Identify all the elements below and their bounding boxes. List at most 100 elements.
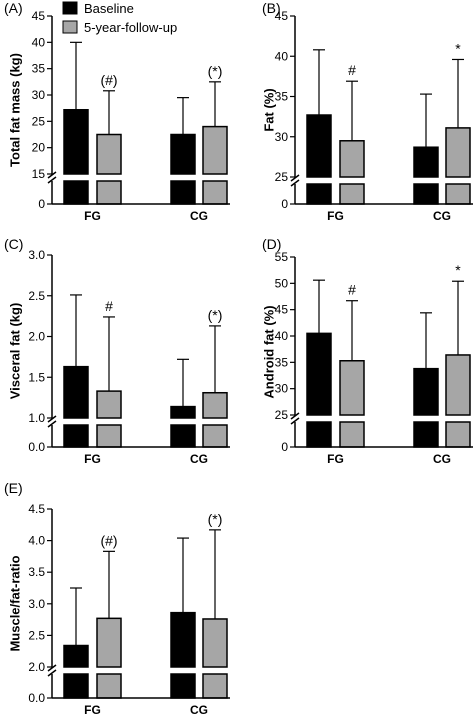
panel-b-y-tick-label: 35 [275, 90, 289, 104]
panel-c-cg-series2-bar [202, 391, 228, 419]
panel-d-x-tick-fg: FG [327, 452, 344, 466]
panel-d-fg-series1-bar-lower [306, 421, 332, 448]
panel-d-y-tick-label: 35 [275, 355, 289, 369]
panel-e-y-tick-label: 2.0 [28, 660, 45, 674]
panel-e-y-axis-label: Muscle/fat-ratio [7, 555, 22, 651]
panel-a-axis-break-top [47, 171, 57, 179]
panel-e-y-tick-label: 4.0 [28, 534, 45, 548]
panel-c-cg-series1-bar-lower [170, 424, 196, 448]
panel-c-y-tick-label: 2.5 [28, 289, 45, 303]
panel-b-fg-series1-bar-lower [306, 183, 332, 205]
panel-c-fg-series1-bar-lower [63, 424, 89, 448]
panel-d-axis-break-bottom [290, 417, 300, 425]
panel-a-y-tick-label: 20 [32, 141, 46, 155]
panel-a-y-tick-label: 45 [32, 9, 46, 23]
panel-c-label: (C) [4, 236, 23, 252]
panel-e-fg-series2-bar-lower [96, 673, 122, 699]
panel-e-y-tick-label-zero: 0.0 [28, 691, 45, 705]
panel-d-cg-series1-bar-lower [413, 421, 439, 448]
legend-swatch-2 [62, 20, 78, 34]
panel-b-cg-series2-bar [445, 127, 471, 178]
panel-c-axis-break-top [47, 415, 57, 423]
panel-b-y-tick-label: 45 [275, 9, 289, 23]
panel-b-x-tick-cg: CG [433, 209, 451, 223]
panel-c-fg-significance-marker: # [105, 298, 113, 314]
panel-c-y-tick-label: 1.0 [28, 411, 45, 425]
panel-e-fg-series1-bar [63, 644, 89, 668]
panel-a-fg-series1-bar-lower [63, 180, 89, 205]
panel-c-y-tick-label-zero: 0.0 [28, 440, 45, 454]
panel-a-cg-series1-bar-lower [170, 180, 196, 205]
panel-b-cg-series1-bar-lower [413, 183, 439, 205]
panel-d-x-tick-cg: CG [433, 452, 451, 466]
panel-d-axis-break-top [290, 412, 300, 420]
panel-a-y-tick-label-zero: 0 [38, 197, 45, 211]
panel-a-cg-series2-bar [202, 125, 228, 175]
panel-d-y-tick-label: 40 [275, 329, 289, 343]
panel-a-y-tick-label: 35 [32, 62, 46, 76]
panel-e-cg-series1-bar-lower [170, 673, 196, 699]
panel-e-cg-series1-bar [170, 611, 196, 668]
panel-a-fg-series1-bar [63, 108, 89, 175]
panel-c-axis-break-bottom [47, 420, 57, 428]
panel-a-axis-break-bottom [47, 176, 57, 184]
panel-d-fg-series1-bar [306, 332, 332, 416]
panel-e-label: (E) [4, 480, 23, 496]
legend-swatch-1 [62, 1, 78, 15]
panel-c-cg-series1-bar [170, 405, 196, 419]
panel-e-cg-series2-bar [202, 618, 228, 668]
panel-b-x-tick-fg: FG [327, 209, 344, 223]
panel-a-y-tick-label: 15 [32, 167, 46, 181]
panel-e-axis-break-bottom [47, 669, 57, 677]
panel-a-y-tick-label: 25 [32, 114, 46, 128]
panel-a-x-tick-cg: CG [190, 209, 208, 223]
panel-c-y-tick-label: 3.0 [28, 248, 45, 262]
legend-label-2: 5-year-follow-up [84, 20, 177, 35]
panel-b-y-axis-label: Fat (%) [261, 88, 276, 131]
panel-b-y-tick-label-zero: 0 [281, 197, 288, 211]
panel-d-y-tick-label-zero: 0 [281, 440, 288, 454]
panel-e-y-tick-label: 4.5 [28, 502, 45, 516]
panel-c-fg-series2-bar [96, 390, 122, 419]
panel-a-label: (A) [4, 0, 23, 16]
panel-e-y-tick-label: 3.5 [28, 565, 45, 579]
legend-label-1: Baseline [84, 1, 134, 16]
panel-b-cg-series2-bar-lower [445, 183, 471, 205]
panel-a-cg-series2-bar-lower [202, 180, 228, 205]
panel-b-cg-significance-marker: * [455, 40, 461, 56]
panel-a-cg-significance-marker: (*) [208, 63, 223, 79]
panel-b-y-tick-label: 25 [275, 170, 289, 184]
panel-e-axis-break-top [47, 664, 57, 672]
panel-a-y-axis-label: Total fat mass (kg) [7, 53, 22, 167]
panel-b-fg-series2-bar-lower [339, 183, 365, 205]
panel-c-fg-series2-bar-lower [96, 424, 122, 448]
panel-b-fg-significance-marker: # [348, 62, 356, 78]
panel-d-y-axis-label: Android fat (%) [261, 305, 276, 398]
panel-b-label: (B) [262, 0, 281, 16]
panel-e-x-tick-fg: FG [84, 703, 101, 717]
panel-a-fg-series2-bar-lower [96, 180, 122, 205]
panel-a-x-tick-fg: FG [84, 209, 101, 223]
panel-d-label: (D) [262, 236, 281, 252]
panel-e-cg-significance-marker: (*) [208, 511, 223, 527]
panel-e-fg-series1-bar-lower [63, 673, 89, 699]
panel-c-x-tick-cg: CG [190, 452, 208, 466]
panel-d-fg-series2-bar-lower [339, 421, 365, 448]
panel-c-y-tick-label: 1.5 [28, 370, 45, 384]
panel-b-axis-break-bottom [290, 179, 300, 187]
panel-e-y-tick-label: 2.5 [28, 628, 45, 642]
panel-d-cg-significance-marker: * [455, 262, 461, 278]
panel-e-cg-series2-bar-lower [202, 673, 228, 699]
panel-b-axis-break-top [290, 174, 300, 182]
panel-a-cg-series1-bar [170, 133, 196, 175]
panel-b-y-tick-label: 40 [275, 49, 289, 63]
panel-d-y-tick-label: 25 [275, 408, 289, 422]
panel-d-y-tick-label: 55 [275, 250, 289, 264]
panel-d-cg-series1-bar [413, 367, 439, 416]
panel-e-x-tick-cg: CG [190, 703, 208, 717]
panel-c-x-tick-fg: FG [84, 452, 101, 466]
panel-b-fg-series2-bar [339, 140, 365, 178]
panel-d-y-tick-label: 50 [275, 276, 289, 290]
panel-a-y-tick-label: 40 [32, 35, 46, 49]
